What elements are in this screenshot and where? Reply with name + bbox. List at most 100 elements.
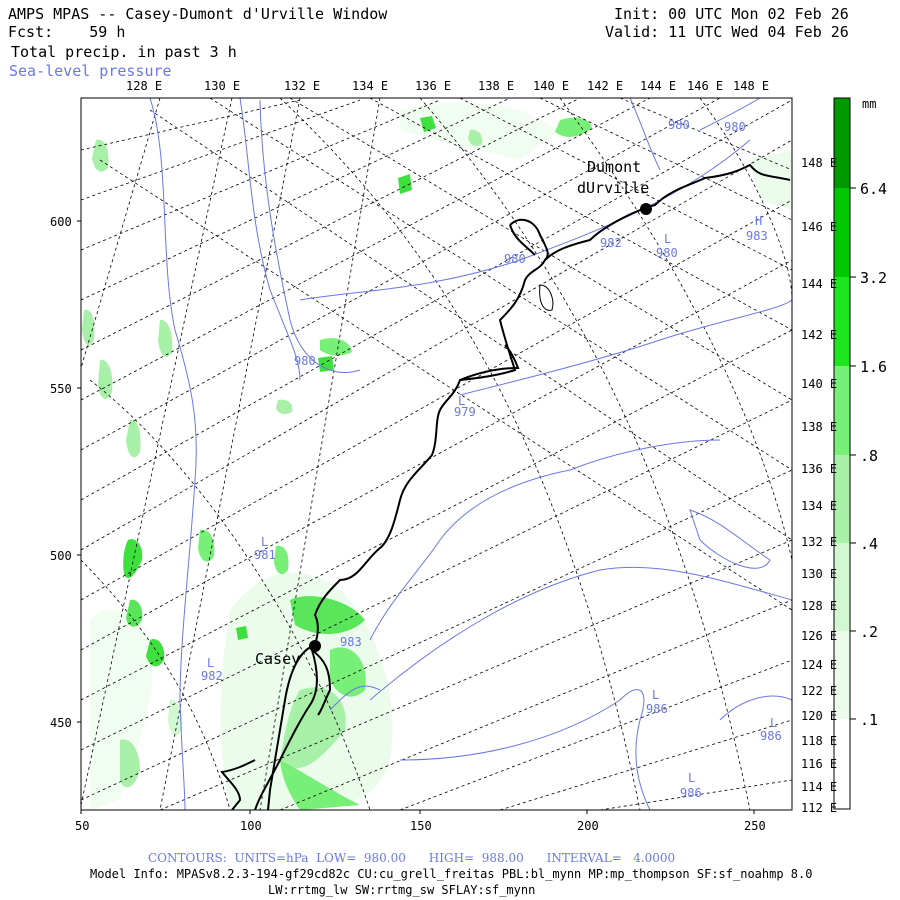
- top-lon-label: 146 E: [687, 79, 724, 93]
- contour-label: 979: [454, 405, 476, 419]
- right-lon-label: 134 E: [801, 499, 838, 513]
- contour-label: 980: [504, 252, 526, 266]
- contour-label: 982: [201, 669, 223, 683]
- contour-label: 986: [680, 786, 702, 800]
- colorbar-label: .1: [860, 711, 879, 729]
- colorbar: [833, 97, 856, 810]
- map-area: [81, 98, 792, 810]
- colorbar-bin-3: [834, 277, 850, 366]
- right-lon-label: 118 E: [801, 734, 838, 748]
- y-axis-label: 550: [50, 382, 72, 396]
- x-axis-label: 200: [577, 819, 599, 833]
- colorbar-label: .4: [860, 535, 879, 553]
- contour-label: 981: [254, 548, 276, 562]
- place-label-casey: Casey: [255, 650, 301, 668]
- pressure-center-symbol: L: [261, 535, 269, 549]
- colorbar-label: 1.6: [860, 358, 888, 376]
- right-lon-label: 146 E: [801, 220, 838, 234]
- top-lon-label: 128 E: [126, 79, 163, 93]
- pressure-center-symbol: L: [458, 394, 466, 408]
- map-title: AMPS MPAS -- Casey-Dumont d'Urville Wind…: [8, 5, 388, 23]
- contour-label: 983: [340, 635, 362, 649]
- right-lon-label: 124 E: [801, 658, 838, 672]
- contour-label: 980: [294, 354, 316, 368]
- axis-ticks: [77, 220, 755, 814]
- right-lon-label: 132 E: [801, 535, 838, 549]
- right-lon-label: 114 E: [801, 780, 838, 794]
- right-lon-label: 142 E: [801, 328, 838, 342]
- precip-shading: [82, 102, 792, 810]
- contour-info: CONTOURS: UNITS=hPa LOW= 980.00 HIGH= 98…: [148, 851, 676, 865]
- top-lon-label: 148 E: [733, 79, 770, 93]
- place-label-dumont: Dumont: [587, 158, 642, 176]
- pressure-center-symbol: L: [664, 232, 672, 246]
- right-lon-label: 138 E: [801, 420, 838, 434]
- forecast-hour: Fcst: 59 h: [8, 24, 125, 40]
- top-lon-label: 132 E: [284, 79, 321, 93]
- fcst-value: 59 h: [89, 23, 126, 41]
- right-lon-label: 120 E: [801, 709, 838, 723]
- colorbar-bin-4: [834, 366, 850, 455]
- right-lon-label: 122 E: [801, 684, 838, 698]
- top-lon-label: 138 E: [478, 79, 515, 93]
- colorbar-bin-2: [834, 188, 850, 277]
- top-lon-label: 140 E: [533, 79, 570, 93]
- y-axis-label: 600: [50, 215, 72, 229]
- contour-label: 980: [668, 118, 690, 132]
- x-axis-label: 150: [410, 819, 432, 833]
- slp-contours: [149, 98, 792, 810]
- model-info-line2: LW:rrtmg_lw SW:rrtmg_sw SFLAY:sf_mynn: [268, 883, 536, 897]
- top-lon-label: 134 E: [352, 79, 389, 93]
- colorbar-bin-5: [834, 455, 850, 543]
- contour-label: 986: [646, 702, 668, 716]
- model-info: Model Info: MPASv8.2.3-194-gf29cd82c CU:…: [90, 867, 813, 881]
- contour-label: 982: [600, 236, 622, 250]
- x-axis-label: 250: [744, 819, 766, 833]
- right-lon-label: 128 E: [801, 599, 838, 613]
- colorbar-label: 6.4: [860, 180, 888, 198]
- contour-label: 980: [724, 120, 746, 134]
- colorbar-label: .8: [860, 447, 879, 465]
- x-axis-label: 100: [240, 819, 262, 833]
- casey-station-marker: [309, 640, 321, 652]
- pressure-center-symbol: H: [755, 214, 763, 228]
- right-lon-label: 112 E: [801, 801, 838, 815]
- top-lon-label: 144 E: [640, 79, 677, 93]
- colorbar-bin-8: [834, 719, 850, 809]
- right-lon-label: 140 E: [801, 377, 838, 391]
- pressure-center-symbol: L: [770, 716, 778, 730]
- place-label-durville: dUrville: [577, 179, 650, 197]
- pressure-center-symbol: L: [688, 771, 696, 785]
- colorbar-label: .2: [860, 623, 879, 641]
- colorbar-bin-6: [834, 543, 850, 631]
- contour-label: 986: [760, 729, 782, 743]
- pressure-center-symbol: L: [207, 656, 215, 670]
- fcst-label: Fcst:: [8, 23, 54, 41]
- right-lon-label: 148 E: [801, 156, 838, 170]
- valid-time: Valid: 11 UTC Wed 04 Feb 26: [605, 23, 849, 41]
- colorbar-bin-1: [834, 98, 850, 188]
- init-time: Init: 00 UTC Mon 02 Feb 26: [614, 5, 849, 23]
- colorbar-bin-7: [834, 631, 850, 719]
- colorbar-label: 3.2: [860, 269, 888, 287]
- dumont-durville-station-marker: [640, 203, 652, 215]
- overlay-name: Sea-level pressure: [9, 62, 172, 80]
- y-axis-label: 450: [50, 716, 72, 730]
- top-lon-label: 130 E: [204, 79, 241, 93]
- top-lon-label: 136 E: [415, 79, 452, 93]
- right-lon-label: 144 E: [801, 277, 838, 291]
- x-axis-label: 50: [75, 819, 90, 833]
- right-lon-label: 130 E: [801, 567, 838, 581]
- contour-label: 980: [656, 246, 678, 260]
- right-lon-label: 126 E: [801, 629, 838, 643]
- latlon-grid: [81, 98, 792, 810]
- top-lon-label: 142 E: [587, 79, 624, 93]
- y-axis-label: 500: [50, 549, 72, 563]
- pressure-center-symbol: L: [652, 688, 660, 702]
- right-lon-label: 136 E: [801, 462, 838, 476]
- map-frame: [80, 97, 793, 811]
- field-name: Total precip. in past 3 h: [11, 43, 237, 61]
- right-lon-label: 116 E: [801, 757, 838, 771]
- contour-label: 983: [746, 229, 768, 243]
